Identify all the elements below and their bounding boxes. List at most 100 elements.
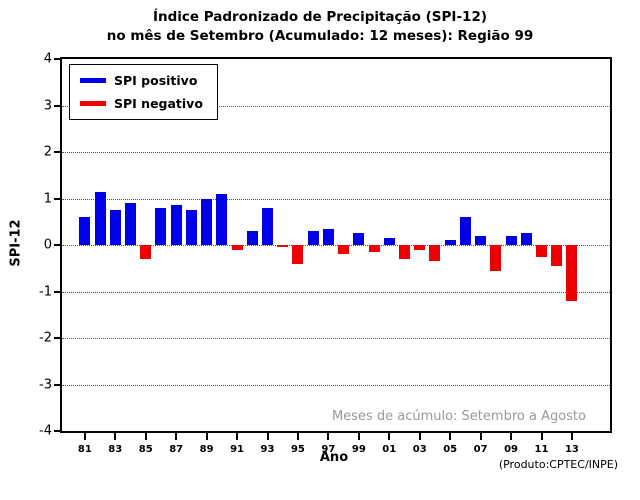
- y-tick-label: 0: [43, 237, 52, 253]
- bar-positive: [353, 233, 365, 245]
- y-tick-mark: [54, 430, 60, 432]
- y-tick-mark: [54, 337, 60, 339]
- x-axis-label: Ano: [319, 450, 349, 465]
- y-tick-mark: [54, 104, 60, 107]
- x-tick-label: 81: [77, 444, 92, 455]
- bar-positive: [201, 198, 213, 245]
- legend-label-negative: SPI negativo: [114, 96, 203, 111]
- x-tick-label: 87: [169, 444, 184, 455]
- bar-positive: [79, 217, 91, 245]
- y-tick-mark: [54, 383, 60, 386]
- x-tick-mark: [266, 433, 269, 440]
- x-tick-mark: [205, 433, 208, 440]
- y-tick-label: 1: [43, 191, 52, 206]
- accumulation-note: Meses de acúmulo: Setembro a Agosto: [331, 409, 586, 424]
- x-tick-mark: [175, 433, 178, 440]
- bar-positive: [322, 228, 334, 245]
- y-tick-label: -3: [39, 377, 52, 392]
- bar-positive: [459, 217, 471, 245]
- x-tick-label: 89: [199, 444, 214, 455]
- bar-positive: [475, 235, 487, 245]
- y-tick-label: -2: [39, 330, 52, 346]
- bar-negative: [429, 245, 441, 262]
- y-axis-label: SPI-12: [8, 219, 24, 267]
- x-tick-label: 01: [382, 444, 397, 455]
- x-tick-mark: [296, 433, 299, 440]
- gridline: [62, 105, 610, 107]
- x-tick-label: 99: [351, 444, 366, 455]
- gridline: [62, 198, 610, 200]
- x-tick-label: 85: [138, 444, 153, 455]
- x-tick-label: 13: [564, 444, 579, 455]
- y-tick-label: 3: [43, 98, 52, 113]
- bar-positive: [109, 210, 121, 245]
- bar-negative: [368, 245, 380, 252]
- x-tick-label: 83: [108, 444, 123, 455]
- x-tick-mark: [418, 433, 421, 440]
- x-tick-label: 09: [504, 444, 519, 455]
- x-tick-mark: [540, 433, 543, 440]
- y-tick-mark: [54, 197, 60, 200]
- x-tick-mark: [510, 433, 513, 440]
- bar-negative: [140, 245, 152, 259]
- x-tick-mark: [449, 433, 452, 440]
- y-tick-mark: [54, 58, 60, 60]
- bar-positive: [185, 210, 197, 245]
- bar-negative: [292, 245, 304, 264]
- gridline: [62, 384, 610, 386]
- bar-positive: [155, 207, 167, 245]
- bar-negative: [414, 245, 426, 250]
- bar-positive: [444, 240, 456, 245]
- x-tick-mark: [144, 433, 147, 440]
- x-tick-mark: [570, 433, 573, 440]
- y-tick-mark: [54, 244, 60, 246]
- bar-negative: [536, 245, 547, 257]
- x-tick-label: 07: [473, 444, 488, 455]
- bar-positive: [125, 203, 136, 245]
- legend-item-negative: SPI negativo: [80, 96, 203, 111]
- x-tick-mark: [83, 433, 86, 440]
- x-tick-label: 91: [230, 444, 245, 455]
- bar-positive: [262, 207, 273, 245]
- credit-text: (Produto:CPTEC/INPE): [498, 458, 618, 471]
- bar-positive: [216, 193, 228, 245]
- x-tick-mark: [479, 433, 482, 440]
- legend-item-positive: SPI positivo: [80, 73, 203, 88]
- legend: SPI positivo SPI negativo: [69, 64, 218, 120]
- bar-positive: [505, 235, 517, 245]
- gridline: [62, 152, 610, 153]
- legend-swatch-negative-icon: [80, 101, 106, 106]
- bar-positive: [170, 205, 182, 245]
- x-tick-label: 05: [443, 444, 458, 455]
- plot-area: SPI positivo SPI negativo Meses de acúmu…: [39, 52, 612, 455]
- bar-negative: [231, 245, 243, 250]
- bar-negative: [399, 245, 410, 259]
- bar-positive: [94, 191, 106, 245]
- y-tick-mark: [54, 290, 60, 293]
- bar-positive: [520, 233, 532, 245]
- x-tick-label: 11: [534, 444, 549, 455]
- gridline: [62, 291, 610, 293]
- y-tick-mark: [54, 151, 60, 153]
- y-tick-label: -1: [39, 284, 52, 299]
- x-tick-mark: [388, 433, 391, 440]
- gridline: [62, 338, 610, 339]
- legend-swatch-positive-icon: [80, 78, 106, 83]
- x-tick-mark: [357, 433, 360, 440]
- bar-negative: [566, 245, 578, 301]
- y-tick-label: -4: [39, 423, 52, 439]
- bar-negative: [277, 245, 289, 248]
- bar-positive: [246, 231, 258, 245]
- bar-negative: [490, 245, 502, 271]
- x-tick-label: 93: [260, 444, 275, 455]
- bar-positive: [383, 238, 395, 245]
- x-tick-label: 03: [412, 444, 427, 455]
- chart-title-line1: Índice Padronizado de Precipitação (SPI-…: [152, 9, 488, 25]
- chart-title-line2: no mês de Setembro (Acumulado: 12 meses)…: [106, 28, 534, 44]
- bar-negative: [551, 245, 563, 266]
- x-tick-mark: [236, 433, 239, 440]
- x-tick-mark: [114, 433, 117, 440]
- chart-title: Índice Padronizado de Precipitação (SPI-…: [0, 8, 640, 46]
- y-tick-label: 4: [43, 51, 52, 67]
